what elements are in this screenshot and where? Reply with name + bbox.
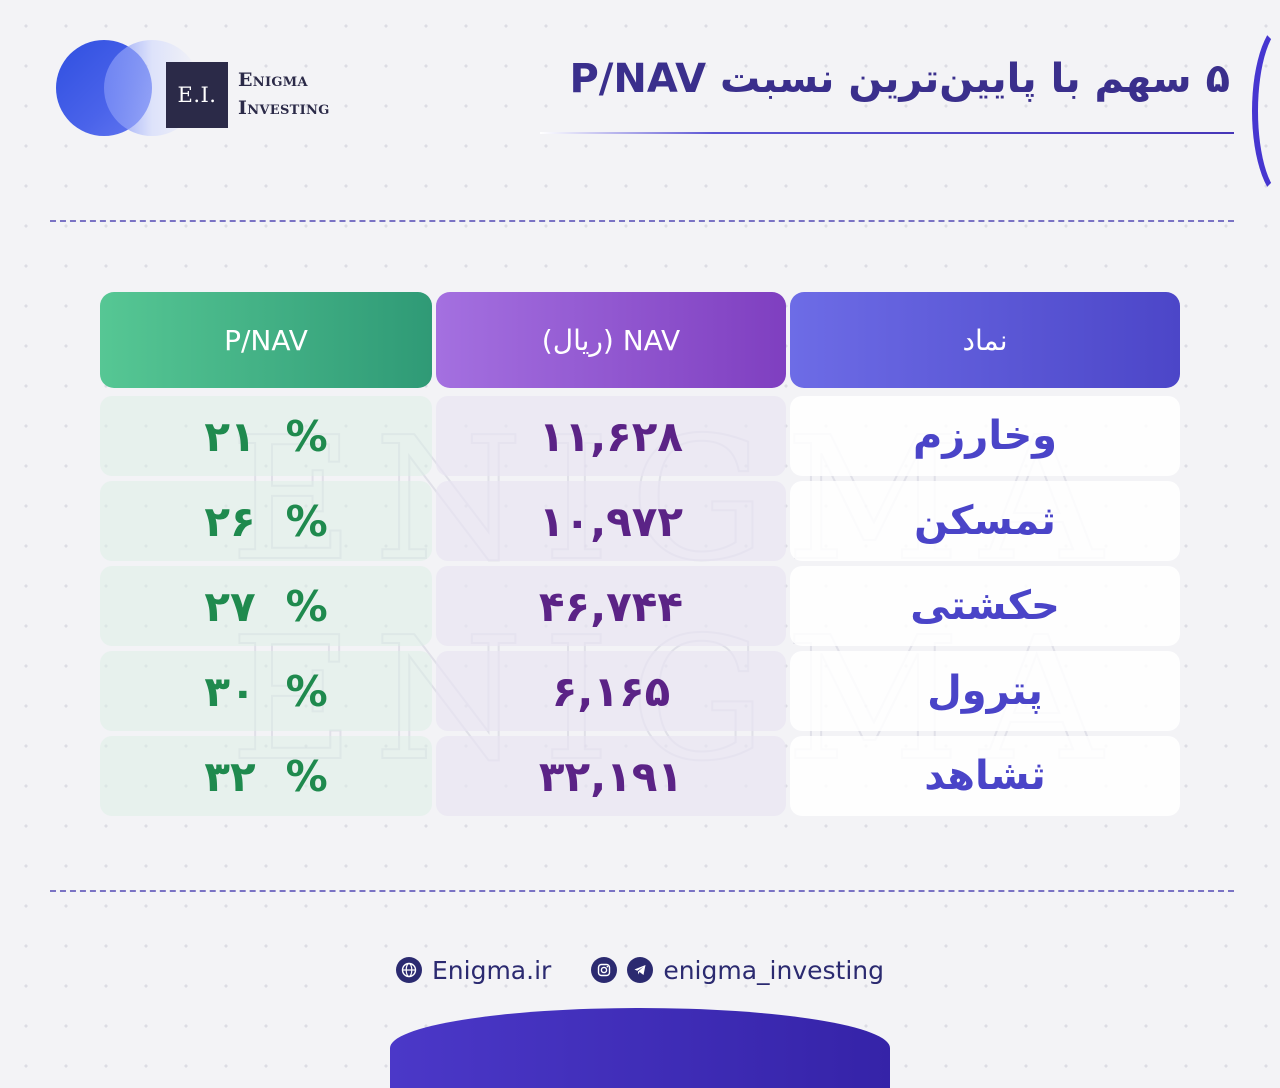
pnav-value: ۳۰: [204, 666, 256, 716]
pnav-cell: ۳۲ %: [100, 736, 432, 816]
page-title: ۵ سهم با پایین‌ترین نسبت P/NAV: [569, 56, 1230, 102]
divider-bottom: [50, 890, 1234, 892]
header-symbol: نماد: [790, 292, 1180, 388]
decorative-arc: [1252, 20, 1280, 202]
symbol-cell: ثشاهد: [790, 736, 1180, 816]
percent-sign: %: [285, 581, 328, 631]
instagram-icon: [591, 957, 618, 983]
website-link[interactable]: Enigma.ir: [432, 955, 552, 985]
social-handle[interactable]: enigma_investing: [663, 955, 884, 985]
pnav-value: ۲۶: [204, 496, 256, 546]
nav-cell: ۴۶,۷۴۴: [436, 566, 786, 646]
footer: Enigma.ir enigma_investing: [0, 950, 1280, 990]
nav-cell: ۳۲,۱۹۱: [436, 736, 786, 816]
decorative-bottom-arc: [390, 1008, 890, 1088]
symbol-cell: حکشتی: [790, 566, 1180, 646]
percent-sign: %: [285, 411, 328, 461]
nav-cell: ۱۰,۹۷۲: [436, 481, 786, 561]
pnav-value: ۲۱: [204, 411, 256, 461]
footer-social[interactable]: enigma_investing: [591, 956, 884, 985]
symbol-cell: وخارزم: [790, 396, 1180, 476]
globe-icon: [396, 957, 422, 983]
pnav-cell: ۲۱ %: [100, 396, 432, 476]
pnav-cell: ۳۰ %: [100, 651, 432, 731]
percent-sign: %: [285, 496, 328, 546]
pnav-cell: ۲۶ %: [100, 481, 432, 561]
pnav-value: ۲۷: [204, 581, 256, 631]
symbol-cell: پترول: [790, 651, 1180, 731]
nav-cell: ۱۱,۶۲۸: [436, 396, 786, 476]
header-nav: NAV (ریال): [436, 292, 786, 388]
header-pnav: P/NAV: [100, 292, 432, 388]
logo-text: Enigma Investing: [238, 66, 330, 122]
symbol-cell: ثمسکن: [790, 481, 1180, 561]
divider-top: [50, 220, 1234, 222]
logo-initials: E.I.: [166, 62, 228, 128]
pnav-value: ۳۲: [204, 751, 256, 801]
logo-line-1: Enigma: [238, 69, 308, 91]
telegram-icon: [627, 957, 654, 983]
title-underline: [540, 132, 1234, 134]
pnav-cell: ۲۷ %: [100, 566, 432, 646]
logo-line-2: Investing: [238, 97, 330, 119]
nav-cell: ۶,۱۶۵: [436, 651, 786, 731]
footer-website[interactable]: Enigma.ir: [396, 956, 551, 985]
percent-sign: %: [285, 751, 328, 801]
percent-sign: %: [285, 666, 328, 716]
